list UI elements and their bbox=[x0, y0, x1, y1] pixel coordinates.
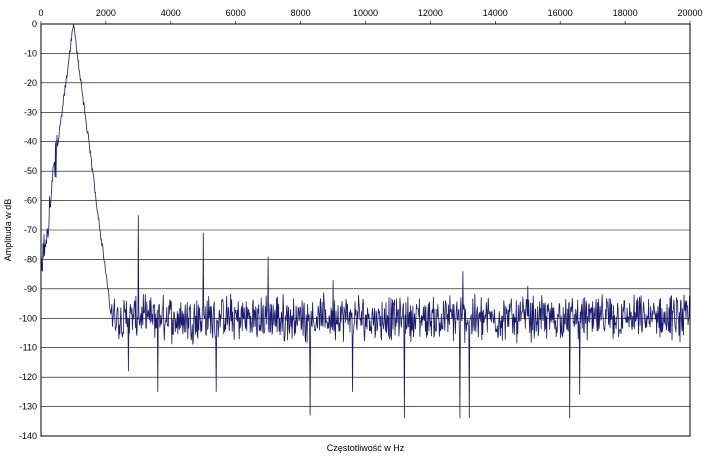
x-tick-label: 20000 bbox=[677, 8, 702, 18]
y-tick-label: -100 bbox=[19, 313, 37, 323]
y-tick-label: -80 bbox=[24, 254, 37, 264]
y-tick-label: -110 bbox=[20, 343, 37, 353]
y-tick-label: -60 bbox=[24, 196, 37, 206]
x-axis-label: Częstotliwość w Hz bbox=[327, 443, 405, 453]
y-tick-label: -130 bbox=[19, 402, 37, 412]
y-tick-label: -20 bbox=[24, 78, 37, 88]
y-tick-label: -10 bbox=[24, 48, 37, 58]
spectrum-line bbox=[40, 23, 691, 419]
x-tick-label: 4000 bbox=[161, 8, 181, 18]
y-tick-label: 0 bbox=[32, 19, 37, 29]
y-tick-label: -70 bbox=[24, 225, 37, 235]
y-tick-label: -40 bbox=[24, 137, 37, 147]
y-axis-ticks: 0 -10 -20 -30 -40 -50 -60 -70 -80 -90 -100 -110 -120… bbox=[19, 19, 37, 441]
y-tick-label: -120 bbox=[19, 372, 37, 382]
x-tick-label: 0 bbox=[38, 8, 43, 18]
x-tick-label: 18000 bbox=[613, 8, 638, 18]
x-tick-label: 8000 bbox=[291, 8, 311, 18]
y-tick-label: -140 bbox=[19, 431, 37, 441]
x-tick-label: 14000 bbox=[483, 8, 508, 18]
x-tick-label: 12000 bbox=[418, 8, 443, 18]
x-tick-label: 16000 bbox=[548, 8, 573, 18]
y-tick-label: -90 bbox=[24, 284, 37, 294]
x-tick-label: 10000 bbox=[353, 8, 378, 18]
plot-frame bbox=[40, 23, 691, 437]
y-tick-label: -50 bbox=[24, 166, 37, 176]
x-tick-label: 2000 bbox=[96, 8, 116, 18]
x-axis-ticks: 0 2000 4000 6000 8000 10000 12000 14000 16000 180… bbox=[38, 8, 703, 24]
y-tick-label: -30 bbox=[24, 107, 37, 117]
y-axis-label: Amplituda w dB bbox=[3, 199, 13, 262]
x-tick-label: 6000 bbox=[226, 8, 246, 18]
